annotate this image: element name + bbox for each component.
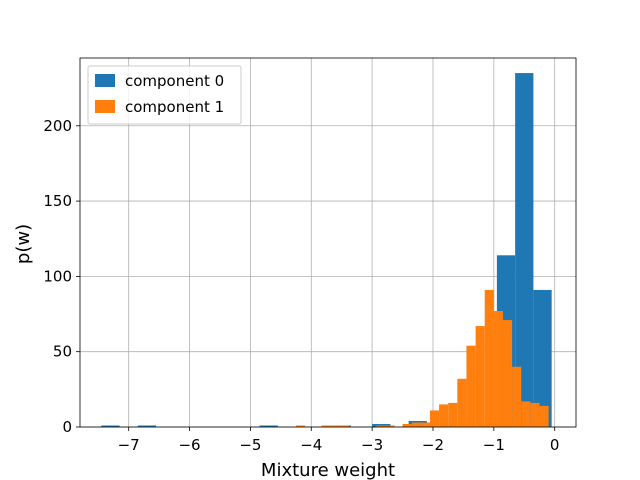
bar-series0-bin7 <box>515 73 534 428</box>
legend-swatch-0 <box>95 74 115 87</box>
bar-series1-bin11 <box>448 402 458 427</box>
x-tick-label-2: −5 <box>239 436 261 454</box>
bar-series1-bin20 <box>530 402 540 427</box>
legend: component 0 component 1 <box>87 65 242 125</box>
bar-series1-bin9 <box>429 410 440 427</box>
x-axis-ticks: −7 −6 −5 −4 −3 −2 −1 0 <box>118 427 560 454</box>
bar-series1-bin17 <box>502 320 513 427</box>
y-tick-label-0: 0 <box>62 418 72 436</box>
bar-series1-bin3 <box>339 425 349 427</box>
x-tick-label-6: −1 <box>483 436 505 454</box>
x-tick-label-3: −4 <box>300 436 322 454</box>
bar-series1-bin14 <box>475 326 485 427</box>
bar-series1-bin21 <box>539 405 549 427</box>
bar-series1-bin1 <box>321 425 331 427</box>
bar-series1-bin18 <box>512 366 522 427</box>
axes-frame <box>79 57 577 428</box>
bar-series1-bin7 <box>411 422 421 427</box>
y-tick-label-1: 50 <box>53 343 72 361</box>
bar-series1-bin0 <box>296 425 306 427</box>
bar-series0-bin0 <box>101 425 120 427</box>
bar-series1-bin5 <box>385 425 395 427</box>
x-tick-label-0: −7 <box>118 436 140 454</box>
x-tick-label-7: 0 <box>550 436 560 454</box>
y-tick-label-3: 150 <box>43 192 72 210</box>
x-tick-label-5: −2 <box>422 436 444 454</box>
axes <box>79 57 577 428</box>
y-tick-label-4: 200 <box>43 117 72 135</box>
bar-series1-bin10 <box>439 404 449 427</box>
bar-series1-bin13 <box>466 345 476 427</box>
x-tick-label-1: −6 <box>178 436 200 454</box>
y-axis-ticks: 0 50 100 150 200 <box>43 117 80 436</box>
x-tick-label-4: −3 <box>361 436 383 454</box>
bar-series1-bin12 <box>457 378 467 427</box>
bar-series1-bin16 <box>493 311 503 427</box>
legend-box <box>87 65 242 125</box>
bar-series1-bin8 <box>420 422 430 427</box>
x-axis-label: Mixture weight <box>261 460 395 480</box>
bars <box>101 73 552 428</box>
bar-series1-bin4 <box>376 425 386 427</box>
legend-swatch-1 <box>95 100 115 113</box>
bar-series1-bin15 <box>484 289 494 427</box>
bar-series1-bin19 <box>521 401 531 427</box>
y-axis-label: p(w) <box>13 224 34 264</box>
bar-series0-bin1 <box>137 425 157 427</box>
y-tick-label-2: 100 <box>43 267 72 285</box>
legend-label-1: component 1 <box>125 98 224 116</box>
bar-series0-bin8 <box>533 289 552 427</box>
legend-label-0: component 0 <box>125 72 224 90</box>
bar-series1-bin6 <box>402 423 412 427</box>
bar-series0-bin2 <box>259 425 278 427</box>
bar-series1-bin2 <box>330 425 340 427</box>
